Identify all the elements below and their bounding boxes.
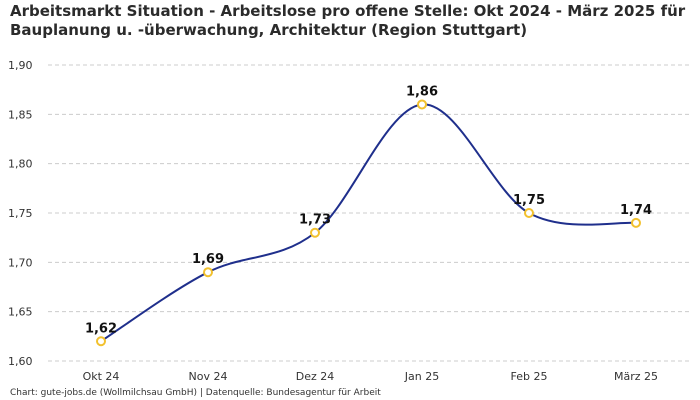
y-tick-label: 1,75 [8, 207, 33, 220]
data-point-marker [96, 336, 106, 347]
chart-title: Arbeitsmarkt Situation - Arbeitslose pro… [10, 2, 690, 40]
y-tick-label: 1,70 [8, 256, 33, 269]
data-label: 1,75 [513, 193, 545, 208]
chart-title-line-2: Bauplanung u. -überwachung, Architektur … [10, 21, 528, 39]
x-tick-label: Okt 24 [83, 370, 120, 383]
data-point-marker [524, 208, 534, 218]
gridlines [48, 64, 690, 362]
y-tick-label: 1,80 [8, 158, 33, 171]
y-tick-label: 1,65 [8, 306, 33, 319]
y-tick-label: 1,90 [8, 59, 33, 72]
x-axis-ticks: Okt 24 Nov 24 Dez 24 Jan 25 Feb 25 März 25 [83, 370, 658, 383]
data-point-marker [310, 227, 320, 238]
data-markers [96, 99, 641, 347]
x-tick-label: Jan 25 [404, 370, 439, 383]
x-tick-label: März 25 [614, 370, 658, 383]
x-tick-label: Nov 24 [189, 370, 228, 383]
chart-title-line-1: Arbeitsmarkt Situation - Arbeitslose pro… [10, 2, 686, 20]
data-label: 1,73 [299, 213, 331, 228]
y-tick-label: 1,85 [8, 108, 33, 121]
data-labels: 1,62 1,69 1,73 1,86 1,75 1,74 [85, 84, 652, 336]
y-axis-ticks: 1,60 1,65 1,70 1,75 1,80 1,85 1,90 [8, 59, 33, 368]
data-point-marker [417, 99, 427, 110]
chart-source-footer: Chart: gute-jobs.de (Wollmilchsau GmbH) … [10, 388, 381, 398]
data-label: 1,62 [85, 321, 117, 336]
x-tick-label: Feb 25 [511, 370, 548, 383]
y-tick-label: 1,60 [8, 355, 33, 368]
series-line [100, 103, 637, 343]
x-tick-label: Dez 24 [296, 370, 335, 383]
data-label: 1,86 [406, 84, 438, 99]
data-point-marker [631, 217, 641, 228]
data-label: 1,69 [192, 252, 224, 267]
data-label: 1,74 [620, 203, 652, 218]
data-point-marker [203, 267, 213, 278]
